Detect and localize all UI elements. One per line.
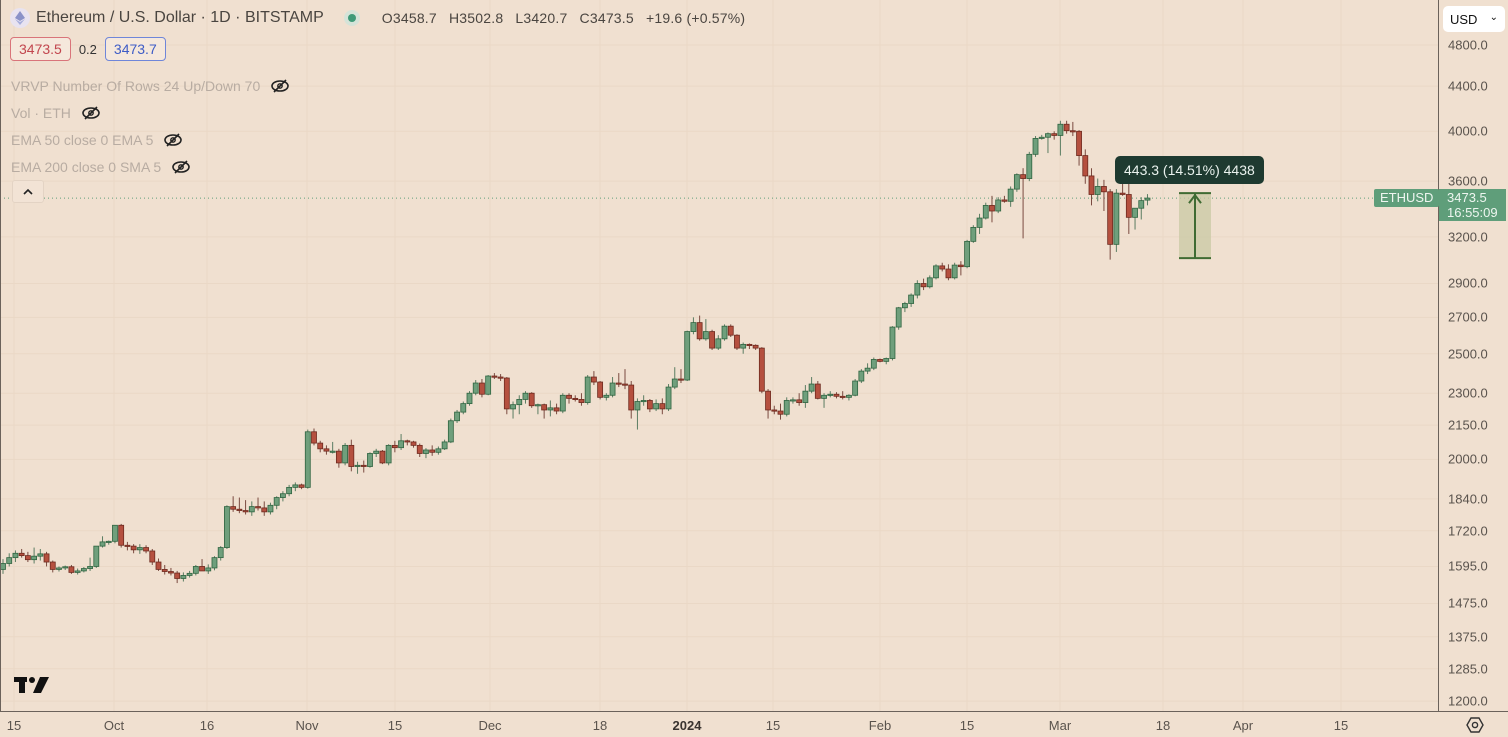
price-tick-label: 3600.0	[1448, 173, 1488, 189]
symbol-title[interactable]: Ethereum / U.S. Dollar · 1D · BITSTAMP	[36, 9, 324, 26]
indicator-label: VRVP Number Of Rows 24 Up/Down 70	[11, 77, 261, 94]
chevron-down-icon: ⌄	[1489, 12, 1498, 23]
date-tick-label: 15	[959, 718, 975, 733]
change-value: +19.6 (+0.57%)	[645, 10, 746, 26]
price-tick-label: 4400.0	[1448, 78, 1488, 94]
price-axis[interactable]: 4800.0 4400.0 4000.0 3600.0 3200.0 2900.0 2700…	[1438, 0, 1508, 712]
indicator-ema-200[interactable]: EMA 200 close 0 SMA 5	[11, 153, 290, 180]
date-tick-label: 15	[1333, 718, 1349, 733]
open-value: O3458.7	[381, 10, 437, 26]
collapse-indicators-button[interactable]	[12, 180, 44, 203]
chart-left-border	[0, 0, 1, 712]
date-tick-label: Nov	[295, 718, 319, 733]
spread-value: 0.2	[78, 41, 97, 57]
currency-value: USD	[1450, 11, 1478, 27]
date-tick-label: 18	[1155, 718, 1171, 733]
eye-hidden-icon[interactable]	[81, 105, 101, 120]
price-tick-label: 2700.0	[1448, 309, 1488, 325]
price-tick-label: 3200.0	[1448, 229, 1488, 245]
measure-tool-label: 443.3 (14.51%) 4438	[1115, 156, 1264, 184]
ethereum-icon	[10, 8, 30, 28]
price-tick-label: 1720.0	[1448, 523, 1488, 539]
price-tick-label: 1595.0	[1448, 558, 1488, 574]
symbol-price-label: ETHUSD	[1374, 189, 1440, 207]
date-tick-label: 15	[387, 718, 403, 733]
sell-price-button[interactable]: 3473.5	[10, 37, 71, 61]
price-tick-label: 1840.0	[1448, 491, 1488, 507]
symbol-legend: Ethereum / U.S. Dollar · 1D · BITSTAMP O…	[10, 8, 753, 28]
indicator-list: VRVP Number Of Rows 24 Up/Down 70 Vol · …	[11, 72, 290, 180]
eye-hidden-icon[interactable]	[270, 78, 290, 93]
date-tick-label: 15	[765, 718, 781, 733]
indicator-label: Vol · ETH	[11, 104, 71, 121]
price-tick-label: 1200.0	[1448, 693, 1488, 709]
trade-prices: 3473.5 0.2 3473.7	[10, 37, 166, 61]
market-open-status-icon	[343, 10, 360, 26]
last-price-marker: 3473.5 16:55:09	[1439, 189, 1506, 221]
last-price-value: 3473.5	[1447, 190, 1487, 205]
chevron-up-icon	[23, 188, 33, 195]
eye-hidden-icon[interactable]	[171, 159, 191, 174]
indicator-ema-50[interactable]: EMA 50 close 0 EMA 5	[11, 126, 290, 153]
price-tick-label: 4800.0	[1448, 37, 1488, 53]
price-tick-label: 2150.0	[1448, 417, 1488, 433]
low-value: L3420.7	[515, 10, 568, 26]
settings-icon[interactable]	[1466, 716, 1484, 734]
buy-price-button[interactable]: 3473.7	[104, 37, 166, 61]
currency-select[interactable]: USD ⌄	[1443, 6, 1505, 32]
indicator-vrvp[interactable]: VRVP Number Of Rows 24 Up/Down 70	[11, 72, 290, 99]
price-tick-label: 2000.0	[1448, 451, 1488, 467]
date-tick-label: 18	[592, 718, 608, 733]
time-axis[interactable]: 15 Oct 16 Nov 15 Dec 18 2024 15 Feb 15 Mar 18 Apr 15	[0, 711, 1508, 737]
bar-countdown: 16:55:09	[1447, 205, 1498, 220]
date-tick-label: 16	[199, 718, 215, 733]
price-tick-label: 1475.0	[1448, 595, 1488, 611]
high-value: H3502.8	[448, 10, 504, 26]
price-tick-label: 2300.0	[1448, 385, 1488, 401]
date-tick-label: 2024	[672, 718, 702, 733]
indicator-label: EMA 50 close 0 EMA 5	[11, 131, 154, 148]
date-tick-label: Feb	[868, 718, 892, 733]
tradingview-logo[interactable]	[14, 675, 50, 695]
indicator-volume[interactable]: Vol · ETH	[11, 99, 290, 126]
date-tick-label: Dec	[478, 718, 502, 733]
date-tick-label: Oct	[103, 718, 125, 733]
ohlc-values: O3458.7 H3502.8 L3420.7 C3473.5 +19.6 (+…	[382, 10, 754, 26]
price-tick-label: 1285.0	[1448, 661, 1488, 677]
price-tick-label: 2900.0	[1448, 275, 1488, 291]
price-tick-label: 4000.0	[1448, 123, 1488, 139]
date-tick-label: Mar	[1048, 718, 1072, 733]
indicator-label: EMA 200 close 0 SMA 5	[11, 158, 162, 175]
price-tick-label: 1375.0	[1448, 629, 1488, 645]
date-tick-label: Apr	[1232, 718, 1254, 733]
price-tick-label: 2500.0	[1448, 346, 1488, 362]
eye-hidden-icon[interactable]	[163, 132, 183, 147]
date-tick-label: 15	[6, 718, 22, 733]
close-value: C3473.5	[579, 10, 634, 26]
